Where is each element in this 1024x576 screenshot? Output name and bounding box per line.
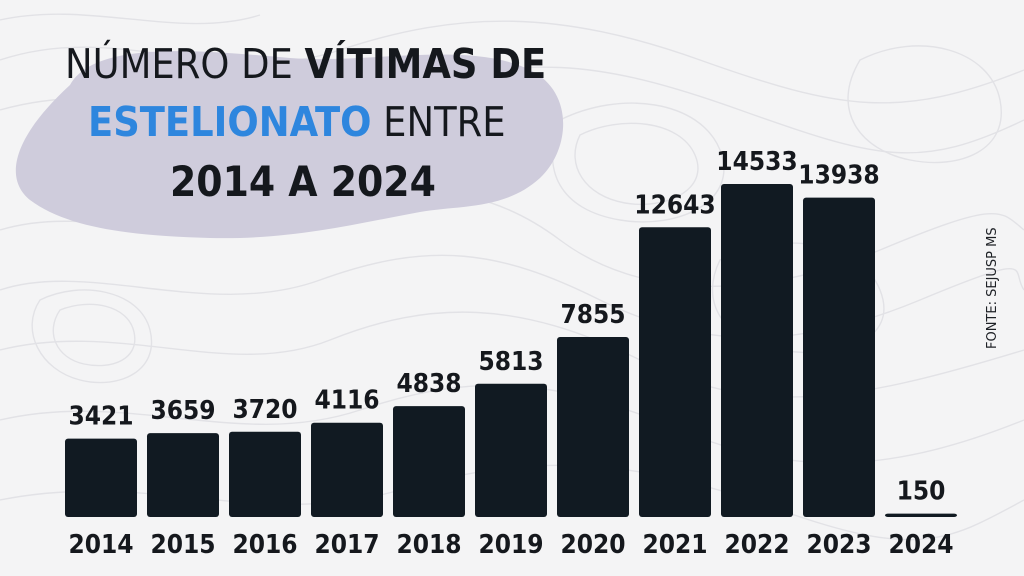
bar-2017: [311, 422, 383, 517]
x-tick-label-2018: 2018: [396, 530, 461, 560]
bar-2023: [803, 197, 875, 517]
bar-value-label-2019: 5813: [478, 347, 543, 377]
title-part-bold: VÍTIMAS DE: [304, 40, 547, 88]
title-part: NÚMERO DE: [65, 40, 305, 88]
bar-value-label-2016: 3720: [232, 395, 297, 425]
bar-value-label-2023: 13938: [798, 161, 879, 191]
bar-value-label-2018: 4838: [396, 369, 461, 399]
x-ticks-layer: 2014 2015 2016 2017 2018 2019 2020 2021 2022 2023…: [68, 530, 953, 560]
bars-layer: [65, 184, 957, 517]
bar-2019: [475, 383, 547, 517]
bar-2022: [721, 184, 793, 517]
x-tick-label-2016: 2016: [232, 530, 297, 560]
title-line-2: ESTELIONATO ENTRE: [88, 98, 506, 146]
x-tick-label-2020: 2020: [560, 530, 625, 560]
x-tick-label-2019: 2019: [478, 530, 543, 560]
bar-2016: [229, 431, 301, 517]
x-tick-label-2021: 2021: [642, 530, 707, 560]
bar-value-label-2024: 150: [897, 477, 946, 507]
x-tick-label-2024: 2024: [888, 530, 953, 560]
x-tick-label-2015: 2015: [150, 530, 215, 560]
x-tick-label-2023: 2023: [806, 530, 871, 560]
title-part-accent: ESTELIONATO: [88, 98, 372, 146]
bar-value-label-2022: 14533: [716, 147, 797, 177]
x-tick-label-2022: 2022: [724, 530, 789, 560]
title-line-3: 2014 A 2024: [170, 157, 436, 206]
x-tick-label-2017: 2017: [314, 530, 379, 560]
bar-value-label-2015: 3659: [150, 396, 215, 426]
bar-2020: [557, 337, 629, 517]
bar-2018: [393, 406, 465, 517]
bar-2021: [639, 227, 711, 517]
bar-value-label-2014: 3421: [68, 402, 133, 432]
title-part: ENTRE: [371, 98, 506, 146]
x-tick-label-2014: 2014: [68, 530, 133, 560]
bar-value-label-2020: 7855: [560, 300, 625, 330]
bar-value-label-2021: 12643: [634, 190, 715, 220]
bar-2024: [885, 513, 957, 517]
title-line-1: NÚMERO DE VÍTIMAS DE: [65, 40, 546, 88]
source-label: FONTE: SEJUSP MS: [985, 227, 1000, 349]
bar-value-label-2017: 4116: [314, 386, 379, 416]
bar-2015: [147, 433, 219, 517]
title-blob-shape: [15, 51, 564, 239]
bar-2014: [65, 438, 137, 517]
